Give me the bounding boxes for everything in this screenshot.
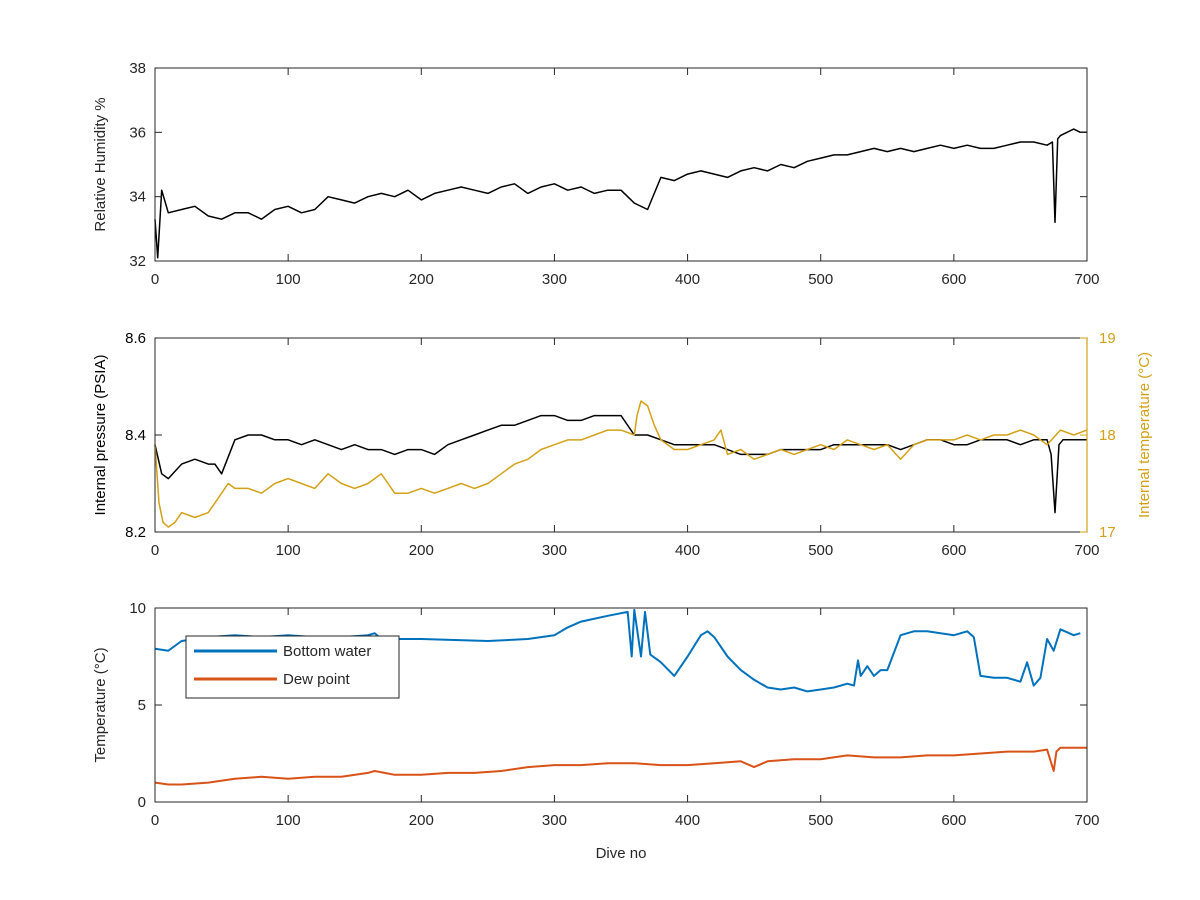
x-tick-label: 500 bbox=[808, 812, 833, 829]
x-tick-label: 700 bbox=[1074, 812, 1099, 829]
legend-box bbox=[185, 635, 400, 699]
y-axis-label: Relative Humidity % bbox=[92, 97, 109, 231]
chart-panel-1: 0 100 200 300 400 500 600 700 32 34 36 38 Relative H… bbox=[92, 60, 1100, 288]
x-tick-label: 700 bbox=[1074, 271, 1099, 288]
x-tick-label: 500 bbox=[808, 542, 833, 559]
y-tick-label: 5 bbox=[138, 697, 146, 714]
x-tick-label: 400 bbox=[675, 812, 700, 829]
axes-box bbox=[154, 67, 1088, 262]
series-line-dew-point bbox=[154, 746, 1087, 786]
y-tick-label: 8.2 bbox=[125, 524, 146, 541]
y-tick-label: 38 bbox=[129, 60, 146, 77]
x-tick-label: 600 bbox=[941, 271, 966, 288]
series-line-2-2 bbox=[154, 400, 1088, 528]
axes-box bbox=[154, 337, 1088, 533]
x-tick-label: 100 bbox=[276, 542, 301, 559]
x-tick-label: 600 bbox=[941, 812, 966, 829]
x-tick-label: 0 bbox=[151, 271, 159, 288]
x-tick-label: 0 bbox=[151, 812, 159, 829]
x-tick-label: 300 bbox=[542, 271, 567, 288]
x-tick-label: 400 bbox=[675, 542, 700, 559]
legend-entry: Bottom water bbox=[283, 643, 371, 660]
chart-panel-3: 0 100 200 300 400 500 600 700 0 5 10 Temperature (°… bbox=[92, 600, 1100, 862]
y-tick-label: 8.4 bbox=[125, 427, 146, 444]
y-tick-label: 10 bbox=[129, 600, 146, 617]
y-right-tick-label: 19 bbox=[1099, 330, 1116, 347]
x-tick-label: 300 bbox=[542, 542, 567, 559]
y-tick-label: 36 bbox=[129, 124, 146, 141]
y-right-tick-label: 18 bbox=[1099, 427, 1116, 444]
y-tick-label: 34 bbox=[129, 189, 146, 206]
y-tick-label: 32 bbox=[129, 253, 146, 270]
legend-entry: Dew point bbox=[283, 671, 351, 688]
y-tick-label: 8.6 bbox=[125, 330, 146, 347]
x-tick-label: 500 bbox=[808, 271, 833, 288]
x-tick-label: 0 bbox=[151, 542, 159, 559]
y-axis-label: Temperature (°C) bbox=[92, 647, 109, 762]
x-tick-label: 200 bbox=[409, 271, 434, 288]
x-tick-label: 100 bbox=[276, 812, 301, 829]
x-tick-label: 600 bbox=[941, 542, 966, 559]
x-tick-label: 200 bbox=[409, 542, 434, 559]
y-tick-label: 0 bbox=[138, 794, 146, 811]
x-axis-label: Dive no bbox=[596, 845, 647, 862]
x-tick-label: 700 bbox=[1074, 542, 1099, 559]
y-axis-label: Internal pressure (PSIA) bbox=[92, 355, 109, 516]
x-tick-label: 100 bbox=[276, 271, 301, 288]
chart-panel-2: 0 100 200 300 400 500 600 700 8.2 8.4 8.6 17 18 19 Int… bbox=[92, 330, 1153, 559]
y-right-axis-label: Internal temperature (°C) bbox=[1136, 352, 1153, 518]
x-tick-label: 300 bbox=[542, 812, 567, 829]
series-line-1-1 bbox=[154, 128, 1087, 259]
legend: Bottom water Dew point bbox=[185, 635, 400, 699]
x-tick-label: 200 bbox=[409, 812, 434, 829]
x-tick-label: 400 bbox=[675, 271, 700, 288]
y-right-tick-label: 17 bbox=[1099, 524, 1116, 541]
series-line-2-1 bbox=[154, 414, 1087, 514]
